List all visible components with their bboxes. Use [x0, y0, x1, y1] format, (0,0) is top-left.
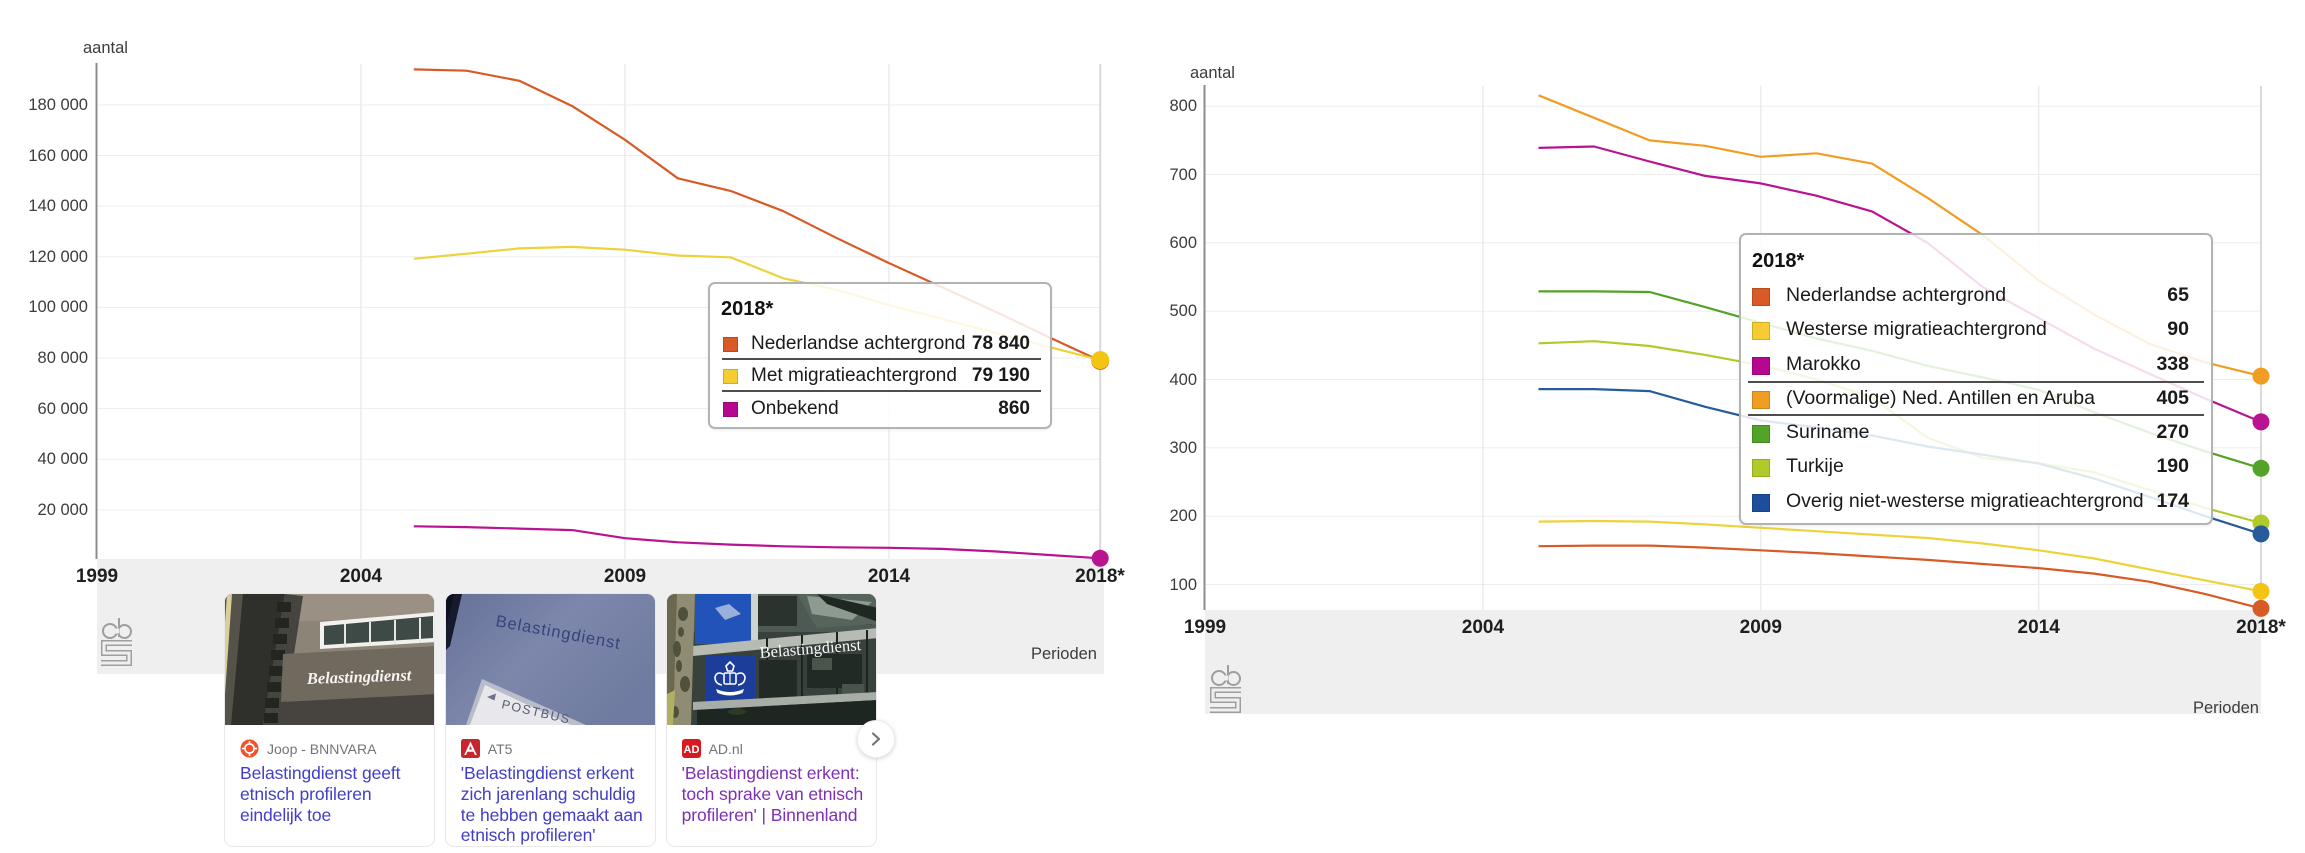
svg-text:AD: AD [683, 744, 699, 756]
svg-text:Belastingdienst: Belastingdienst [305, 665, 412, 688]
